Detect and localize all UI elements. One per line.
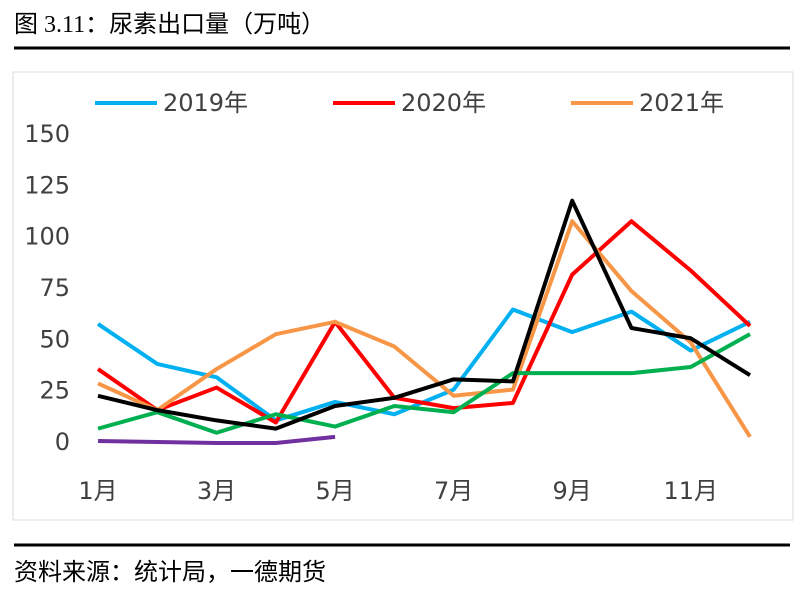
x-tick-label: 7月 bbox=[434, 477, 473, 505]
y-tick-label: 25 bbox=[39, 377, 70, 405]
figure-title: 图 3.11：尿素出口量（万吨） bbox=[14, 11, 325, 38]
chart-frame bbox=[12, 71, 794, 521]
x-tick-label: 3月 bbox=[197, 477, 236, 505]
y-tick-label: 75 bbox=[39, 274, 70, 302]
series-line bbox=[97, 434, 336, 445]
y-tick-label: 50 bbox=[39, 325, 70, 353]
series-line bbox=[96, 219, 752, 425]
source-note: 资料来源：统计局，一德期货 bbox=[14, 559, 326, 586]
y-tick-label: 125 bbox=[24, 171, 70, 199]
x-tick-label: 1月 bbox=[78, 477, 117, 505]
legend-label: 2019年 bbox=[163, 89, 248, 117]
x-tick-label: 5月 bbox=[315, 477, 354, 505]
legend-label: 2020年 bbox=[401, 89, 486, 117]
series-line bbox=[97, 198, 752, 431]
series-line bbox=[97, 219, 752, 438]
legend-label: 2021年 bbox=[639, 89, 724, 117]
y-tick-label: 0 bbox=[55, 428, 70, 456]
x-tick-label: 9月 bbox=[553, 477, 592, 505]
series-line bbox=[97, 332, 751, 435]
y-tick-label: 150 bbox=[24, 120, 70, 148]
y-tick-label: 100 bbox=[24, 223, 70, 251]
x-tick-label: 11月 bbox=[663, 477, 718, 505]
